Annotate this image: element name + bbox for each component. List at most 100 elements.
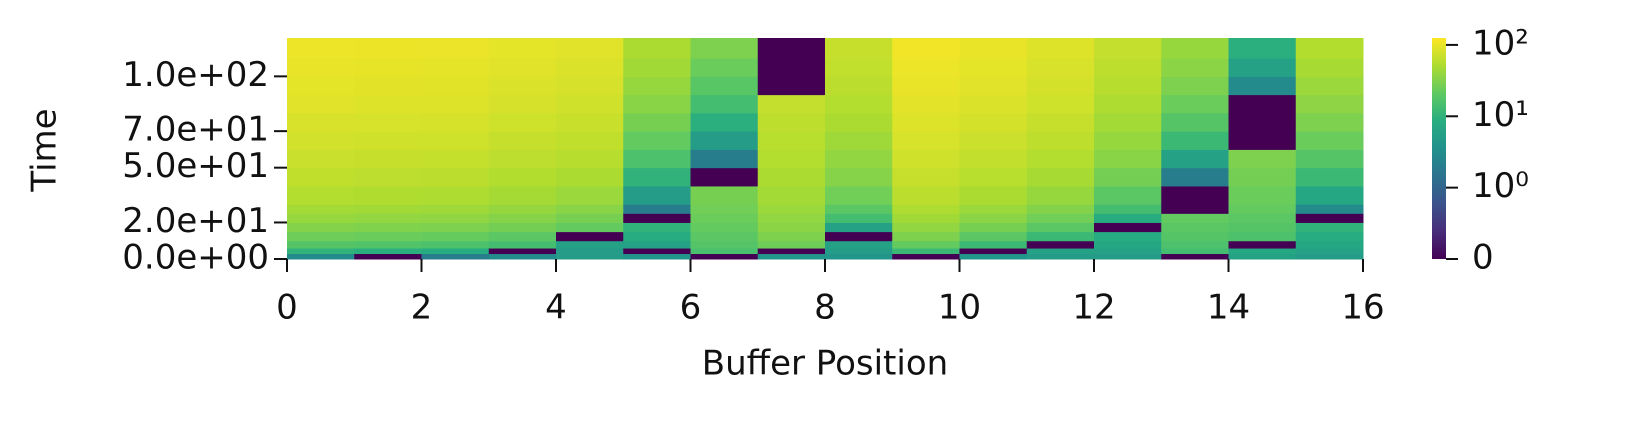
heat-cell [1026,149,1095,169]
heat-cell [1026,253,1095,260]
heat-cell [623,213,691,223]
heat-cell [1094,149,1162,169]
heat-cell [623,253,691,260]
heat-cell [825,131,893,150]
heat-cell [556,112,624,132]
heat-cell [1094,112,1162,132]
heat-cell [1026,222,1095,233]
heat-cell [287,185,355,205]
heat-cell [1295,213,1364,223]
heat-cell [757,38,826,59]
heat-cell [892,248,960,255]
heat-cell [556,222,624,233]
heat-cell [892,38,960,59]
heat-cell [1026,204,1095,214]
heat-cell [287,204,355,214]
heat-cell [421,76,490,96]
colorbar-tick-label: 10¹ [1472,95,1529,135]
heat-cell [1026,231,1095,242]
heat-cell [959,38,1028,59]
heat-cell [757,253,826,260]
y-tick-label: 5.0e+01 [122,146,269,186]
heat-cell [825,231,893,242]
heat-cell [1094,58,1162,77]
heat-cell [488,185,557,205]
heat-cell [959,231,1028,242]
heat-cell [1094,38,1162,59]
heat-cell [892,112,960,132]
heat-cell [556,213,624,223]
heat-cell [1295,222,1364,233]
heat-cell [1228,131,1297,150]
heat-cell [892,222,960,233]
heat-cell [690,38,759,59]
heat-cell [757,131,826,150]
heat-cell [959,112,1028,132]
heat-cell [488,76,557,96]
heat-cell [757,94,826,114]
heat-cell [757,76,826,96]
heat-cell [421,131,490,150]
heat-cell [1228,185,1297,205]
heat-cell [690,94,759,114]
heat-cell [1161,76,1229,96]
heat-cell [354,131,422,150]
colorbar-tick-label: 10² [1472,23,1529,63]
y-tick-label: 7.0e+01 [122,110,269,150]
heat-cell [1295,131,1364,150]
heat-cell [1228,222,1297,233]
heat-cell [623,204,691,214]
heat-cell [757,231,826,242]
heat-cell [488,213,557,223]
heat-cell [1228,231,1297,242]
heat-cell [892,231,960,242]
heat-cell [354,167,422,187]
heat-cell [690,149,759,169]
heat-cell [287,131,355,150]
heat-cell [488,94,557,114]
heat-cell [757,112,826,132]
heat-cell [354,231,422,242]
x-tick-label: 12 [1072,288,1115,328]
heat-cell [825,248,893,255]
heat-cell [959,213,1028,223]
heat-cell [1161,131,1229,150]
heat-cell [623,231,691,242]
heat-cell [892,149,960,169]
heat-cell [354,253,422,260]
x-tick-label: 2 [411,288,433,328]
heat-cell [556,167,624,187]
heat-cell [354,248,422,255]
heat-cell [825,240,893,249]
heat-cell [1026,248,1095,255]
y-tick-label: 1.0e+02 [122,55,269,95]
heat-cell [892,213,960,223]
heat-cell [825,167,893,187]
heat-cell [1094,167,1162,187]
heat-cell [825,204,893,214]
heat-cell [959,204,1028,214]
heat-cell [421,248,490,255]
heat-cell [421,204,490,214]
heat-cell [623,76,691,96]
heat-cell [623,222,691,233]
heat-cell [1094,185,1162,205]
heat-cell [1026,58,1095,77]
heat-cell [488,231,557,242]
heat-cell [1295,58,1364,77]
heat-cell [287,94,355,114]
heat-cell [1094,213,1162,223]
heat-cell [825,58,893,77]
heat-cell [556,248,624,255]
heat-cell [287,76,355,96]
heat-cell [354,94,422,114]
heat-cell [623,185,691,205]
heat-cell [757,185,826,205]
heat-cell [690,213,759,223]
heat-cell [623,149,691,169]
heat-cell [354,213,422,223]
heat-cell [1228,112,1297,132]
heat-cell [892,240,960,249]
heat-cell [623,240,691,249]
heat-cell [1161,94,1229,114]
